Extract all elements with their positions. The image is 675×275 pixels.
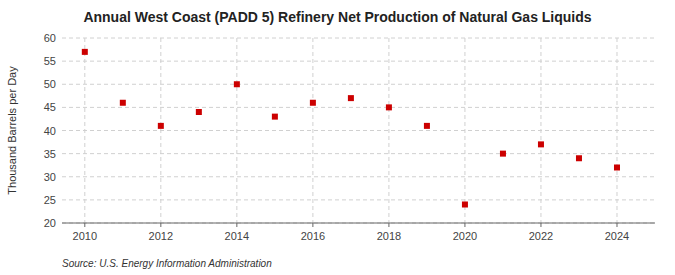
y-grid-line bbox=[62, 176, 655, 177]
x-grid-line bbox=[388, 38, 389, 223]
y-grid-line bbox=[62, 61, 655, 62]
chart-container: Annual West Coast (PADD 5) Refinery Net … bbox=[0, 0, 675, 275]
point bbox=[234, 81, 240, 87]
y-grid-line bbox=[62, 38, 655, 39]
x-grid-line bbox=[540, 38, 541, 223]
y-grid-line bbox=[62, 153, 655, 154]
points bbox=[82, 49, 620, 208]
point bbox=[272, 114, 278, 120]
x-axis-line bbox=[62, 223, 655, 224]
x-tick-label: 2020 bbox=[453, 230, 477, 242]
x-grid-line bbox=[464, 38, 465, 223]
x-tick-label: 2014 bbox=[225, 230, 249, 242]
x-tick-label: 2016 bbox=[301, 230, 325, 242]
x-tick-label: 2010 bbox=[73, 230, 97, 242]
y-grid-line bbox=[62, 199, 655, 200]
y-tick-label: 25 bbox=[44, 194, 56, 206]
point bbox=[576, 155, 582, 161]
y-axis-label: Thousand Barrels per Day bbox=[6, 66, 18, 195]
axes: 20 25 30 35 40 45 50 55 60 2010 2012 2014 2016 2018 20… bbox=[44, 32, 655, 242]
y-grid-line bbox=[62, 223, 655, 224]
x-tick bbox=[388, 223, 389, 227]
x-tick-label: 2022 bbox=[529, 230, 553, 242]
y-tick-label: 50 bbox=[44, 78, 56, 90]
x-tick bbox=[616, 223, 617, 227]
x-tick bbox=[160, 223, 161, 227]
y-grid-line bbox=[62, 130, 655, 131]
grid bbox=[62, 38, 655, 223]
point bbox=[196, 109, 202, 115]
point bbox=[158, 123, 164, 129]
y-grid-line bbox=[62, 84, 655, 85]
y-tick-label: 45 bbox=[44, 101, 56, 113]
x-grid-line bbox=[84, 38, 85, 223]
point bbox=[462, 202, 468, 208]
chart: Annual West Coast (PADD 5) Refinery Net … bbox=[0, 0, 675, 275]
point bbox=[424, 123, 430, 129]
x-tick-label: 2018 bbox=[377, 230, 401, 242]
point bbox=[614, 165, 620, 171]
point bbox=[310, 100, 316, 106]
y-tick-label: 20 bbox=[44, 217, 56, 229]
source-note: Source: U.S. Energy Information Administ… bbox=[62, 258, 272, 269]
x-grid-line bbox=[236, 38, 237, 223]
x-tick bbox=[236, 223, 237, 227]
point bbox=[386, 104, 392, 110]
title: Annual West Coast (PADD 5) Refinery Net … bbox=[83, 9, 591, 25]
x-grid-line bbox=[312, 38, 313, 223]
x-tick bbox=[84, 223, 85, 227]
point bbox=[538, 141, 544, 147]
x-tick bbox=[312, 223, 313, 227]
point bbox=[500, 151, 506, 157]
x-tick bbox=[540, 223, 541, 227]
x-tick-label: 2024 bbox=[605, 230, 629, 242]
y-tick-label: 30 bbox=[44, 171, 56, 183]
point bbox=[120, 100, 126, 106]
y-tick-label: 60 bbox=[44, 32, 56, 44]
x-tick-label: 2012 bbox=[149, 230, 173, 242]
x-grid-line bbox=[160, 38, 161, 223]
y-tick-label: 35 bbox=[44, 148, 56, 160]
y-tick-label: 55 bbox=[44, 55, 56, 67]
x-grid-line bbox=[616, 38, 617, 223]
y-grid-line bbox=[62, 107, 655, 108]
x-tick bbox=[464, 223, 465, 227]
y-tick-label: 40 bbox=[44, 125, 56, 137]
point bbox=[348, 95, 354, 101]
point bbox=[82, 49, 88, 55]
